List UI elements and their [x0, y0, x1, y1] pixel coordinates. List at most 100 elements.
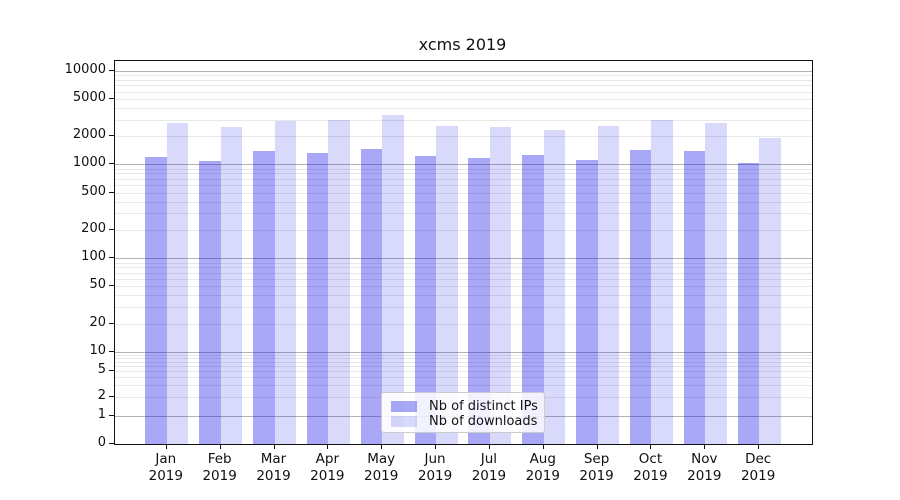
x-tick-label: Dec 2019 — [740, 451, 776, 484]
y-tick-label: 50 — [89, 277, 106, 293]
bar-nb-of-distinct-ips-dec — [737, 163, 760, 444]
legend-label-downloads: Nb of downloads — [429, 414, 538, 429]
bar-nb-of-downloads-jan — [166, 123, 189, 444]
plot-area: Nb of distinct IPs Nb of downloads — [114, 60, 813, 445]
legend: Nb of distinct IPs Nb of downloads — [381, 392, 545, 433]
gridline-minor — [115, 119, 812, 121]
x-tick-label: Apr 2019 — [310, 451, 345, 484]
y-tick-mark — [109, 163, 114, 165]
bar-nb-of-downloads-aug — [543, 130, 566, 444]
bar-nb-of-distinct-ips-mar — [253, 150, 275, 444]
bar-nb-of-downloads-sep — [597, 126, 620, 444]
y-tick-mark — [109, 229, 114, 230]
bar-nb-of-distinct-ips-aug — [522, 154, 544, 444]
gridline-minor — [115, 323, 812, 325]
y-tick-label: 10000 — [64, 62, 106, 77]
gridline-minor — [115, 267, 812, 269]
gridline-minor — [115, 385, 812, 387]
bar-nb-of-distinct-ips-may — [360, 149, 383, 444]
x-tick-mark — [542, 444, 544, 449]
gridline-minor — [115, 371, 812, 373]
gridline-major — [115, 71, 812, 72]
x-tick-label: Feb 2019 — [202, 451, 237, 484]
x-tick-mark — [650, 444, 652, 449]
x-tick-mark — [219, 444, 221, 449]
y-tick-mark — [109, 350, 114, 352]
y-tick-mark — [109, 98, 114, 100]
gridline-minor — [115, 185, 812, 187]
gridline-minor — [115, 365, 812, 367]
y-tick-label: 500 — [81, 183, 106, 199]
gridline-minor — [115, 295, 812, 297]
bar-nb-of-distinct-ips-sep — [576, 159, 598, 444]
gridline-minor — [115, 230, 812, 231]
x-tick-mark — [381, 444, 383, 449]
chart-title: xcms 2019 — [418, 35, 507, 54]
gridline-minor — [115, 262, 812, 264]
bar-nb-of-downloads-nov — [705, 122, 727, 444]
y-tick-label: 2 — [97, 387, 106, 403]
gridline-minor — [115, 354, 812, 356]
x-tick-mark — [435, 444, 437, 449]
gridline-minor — [115, 213, 812, 215]
gridline-minor — [115, 178, 812, 180]
gridline-major — [115, 351, 812, 353]
gridline-minor — [115, 201, 812, 203]
gridline-minor — [115, 307, 812, 309]
bar-nb-of-downloads-may — [382, 115, 404, 444]
x-tick-mark — [758, 444, 760, 449]
bar-nb-of-distinct-ips-apr — [306, 153, 329, 444]
x-tick-mark — [165, 444, 167, 449]
y-tick-mark — [109, 443, 114, 444]
gridline-major — [115, 164, 812, 166]
y-tick-mark — [109, 191, 114, 193]
bar-nb-of-downloads-mar — [274, 121, 296, 444]
bar-nb-of-downloads-apr — [328, 119, 350, 444]
gridline-minor — [115, 80, 812, 82]
bar-nb-of-distinct-ips-jan — [145, 156, 167, 444]
gridline-minor — [115, 377, 812, 379]
x-tick-label: Mar 2019 — [256, 451, 291, 484]
y-tick-mark — [109, 322, 114, 324]
y-tick-mark — [109, 257, 114, 259]
gridline-minor — [115, 108, 812, 110]
y-tick-label: 1 — [97, 407, 106, 422]
x-tick-mark — [488, 444, 490, 449]
gridline-minor — [115, 75, 812, 77]
gridline-minor — [115, 99, 812, 101]
gridline-minor — [115, 192, 812, 194]
x-tick-mark — [327, 444, 329, 449]
y-tick-label: 2000 — [72, 127, 106, 143]
y-tick-label: 1000 — [72, 155, 106, 171]
y-tick-label: 100 — [81, 249, 106, 265]
bar-nb-of-downloads-jul — [489, 126, 512, 444]
x-tick-label: Sep 2019 — [579, 451, 614, 484]
gridline-minor — [115, 279, 812, 281]
gridline-minor — [115, 136, 812, 138]
y-tick-mark — [109, 70, 114, 71]
legend-swatch-downloads — [391, 416, 417, 427]
gridline-minor — [115, 168, 812, 170]
x-tick-label: Oct 2019 — [633, 451, 668, 484]
x-tick-mark — [704, 444, 706, 449]
y-tick-mark — [109, 370, 114, 372]
bar-nb-of-downloads-feb — [220, 126, 243, 444]
gridline-minor — [115, 357, 812, 359]
gridline-minor — [115, 85, 812, 87]
x-tick-label: Nov 2019 — [687, 451, 722, 484]
y-tick-mark — [109, 415, 114, 416]
y-tick-label: 5000 — [72, 90, 106, 106]
gridline-major — [115, 258, 812, 260]
y-tick-label: 10 — [89, 342, 106, 358]
legend-item-distinct-ips: Nb of distinct IPs — [391, 399, 538, 414]
legend-swatch-distinct-ips — [391, 401, 417, 412]
y-tick-label: 0 — [97, 435, 106, 450]
x-tick-label: Jan 2019 — [148, 451, 183, 484]
bar-nb-of-distinct-ips-jun — [414, 156, 437, 444]
x-tick-mark — [596, 444, 598, 449]
legend-label-distinct-ips: Nb of distinct IPs — [429, 399, 538, 414]
bar-nb-of-distinct-ips-oct — [629, 149, 652, 444]
y-tick-mark — [109, 285, 114, 287]
bar-nb-of-downloads-jun — [436, 125, 458, 444]
